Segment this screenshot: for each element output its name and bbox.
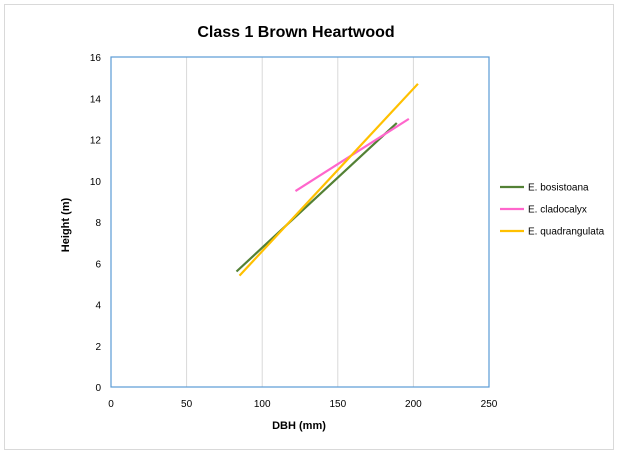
y-tick-label-0: 0	[95, 383, 101, 394]
legend: E. bosistoana E. cladocalyx E. quadrangula…	[500, 183, 605, 238]
x-tick-label-200: 200	[405, 399, 422, 410]
legend-label-e-quadrangulata: E. quadrangulata	[528, 227, 605, 238]
y-tick-label-10: 10	[90, 177, 102, 188]
y-tick-label-16: 16	[90, 53, 102, 64]
series-layer	[235, 83, 419, 277]
y-tick-labels: 0 2 4 6 8 10 12 14 16	[90, 53, 102, 394]
x-tick-label-50: 50	[181, 399, 193, 410]
legend-label-e-cladocalyx: E. cladocalyx	[528, 205, 587, 216]
x-tick-label-150: 150	[329, 399, 346, 410]
grid-layer	[186, 57, 414, 387]
y-tick-label-12: 12	[90, 136, 102, 147]
plot-area-border	[110, 56, 490, 388]
chart-frame: Class 1 Brown Heartwood 0 50 100 150 200 250 …	[4, 4, 614, 450]
series-line-e-bosistoana	[235, 122, 398, 273]
chart-svg: Class 1 Brown Heartwood 0 50 100 150 200 250 …	[60, 24, 605, 432]
x-tick-label-100: 100	[254, 399, 271, 410]
y-tick-label-2: 2	[95, 342, 101, 353]
chart-title: Class 1 Brown Heartwood	[197, 24, 394, 41]
y-tick-label-14: 14	[90, 94, 102, 105]
legend-label-e-bosistoana: E. bosistoana	[528, 183, 589, 194]
y-tick-label-4: 4	[95, 301, 101, 312]
x-tick-label-0: 0	[108, 399, 114, 410]
x-tick-label-250: 250	[481, 399, 498, 410]
y-tick-label-8: 8	[95, 218, 101, 229]
y-axis-title: Height (m)	[60, 197, 72, 252]
x-tick-labels: 0 50 100 150 200 250	[108, 399, 498, 410]
series-line-e-quadrangulata	[238, 83, 419, 277]
x-axis-title: DBH (mm)	[272, 420, 326, 432]
y-tick-label-6: 6	[95, 259, 101, 270]
